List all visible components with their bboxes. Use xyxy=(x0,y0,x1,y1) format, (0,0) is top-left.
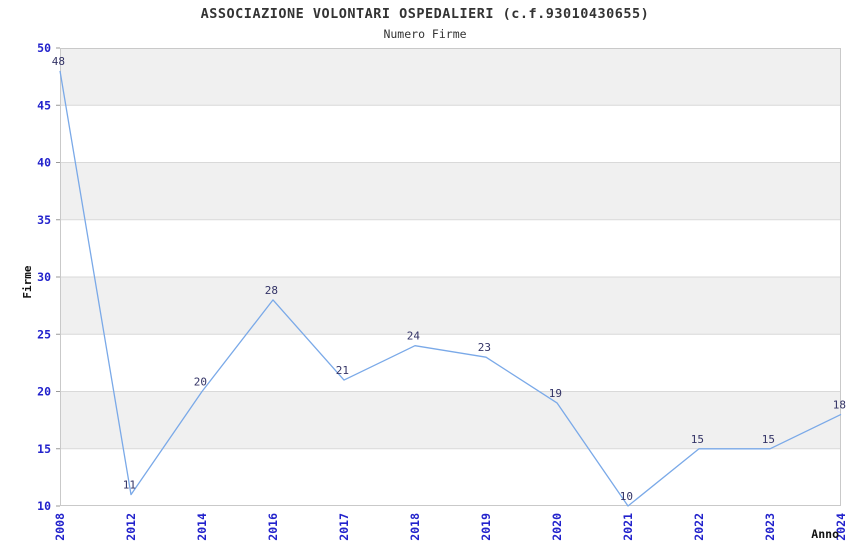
chart-subtitle: Numero Firme xyxy=(383,27,467,41)
plot-band xyxy=(60,48,841,106)
y-tick-label: 10 xyxy=(37,499,51,513)
x-tick-label: 2022 xyxy=(692,513,706,541)
x-tick-label: 2014 xyxy=(195,513,209,541)
y-tick-label: 15 xyxy=(37,442,51,456)
x-tick-label: 2024 xyxy=(834,513,848,541)
chart-title: ASSOCIAZIONE VOLONTARI OSPEDALIERI (c.f.… xyxy=(200,6,650,22)
plot-band xyxy=(60,162,841,220)
y-axis-tick-labels: 10 15 20 25 30 35 40 45 50 xyxy=(37,41,60,513)
x-tick-label: 2017 xyxy=(337,513,351,541)
plot-band xyxy=(60,277,841,335)
data-label: 48 xyxy=(52,55,65,68)
x-axis-tick-labels: 2008 2012 2014 2016 2017 2018 2019 2020 2021 2022… xyxy=(53,513,848,541)
data-label: 23 xyxy=(478,341,491,354)
data-label: 20 xyxy=(194,376,207,389)
data-label: 11 xyxy=(123,479,136,492)
y-tick-label: 25 xyxy=(37,327,51,341)
data-label: 28 xyxy=(265,284,278,297)
data-label: 15 xyxy=(691,433,704,446)
plot-band xyxy=(60,448,841,506)
plot-border xyxy=(60,48,841,506)
y-tick-label: 35 xyxy=(37,213,51,227)
y-tick-label: 30 xyxy=(37,270,51,284)
x-tick-label: 2023 xyxy=(763,513,777,541)
background-bands xyxy=(60,48,841,506)
x-tick-label: 2019 xyxy=(479,513,493,541)
data-label: 15 xyxy=(762,433,775,446)
y-tick-label: 50 xyxy=(37,41,51,55)
plot-band xyxy=(60,334,841,392)
y-tick-label: 45 xyxy=(37,98,51,112)
data-label: 18 xyxy=(833,398,846,411)
x-axis-title: Anno xyxy=(811,527,839,541)
y-tick-label: 40 xyxy=(37,156,51,170)
x-tick-label: 2018 xyxy=(408,513,422,541)
data-label: 10 xyxy=(620,490,633,503)
data-label: 19 xyxy=(549,387,562,400)
plot-band xyxy=(60,105,841,163)
plot-band xyxy=(60,219,841,277)
plot-band xyxy=(60,391,841,449)
x-tick-label: 2016 xyxy=(266,513,280,541)
data-label: 24 xyxy=(407,330,421,343)
series-line xyxy=(59,70,842,507)
x-tick-label: 2021 xyxy=(621,513,635,541)
x-tick-label: 2020 xyxy=(550,513,564,541)
y-tick-label: 20 xyxy=(37,385,51,399)
data-label: 21 xyxy=(336,364,349,377)
x-tick-label: 2012 xyxy=(124,513,138,541)
y-axis-title-text: Firme xyxy=(21,265,34,299)
data-point-labels: 48 11 20 28 21 24 23 19 10 15 15 18 xyxy=(52,55,846,503)
x-tick-label: 2008 xyxy=(53,513,67,541)
